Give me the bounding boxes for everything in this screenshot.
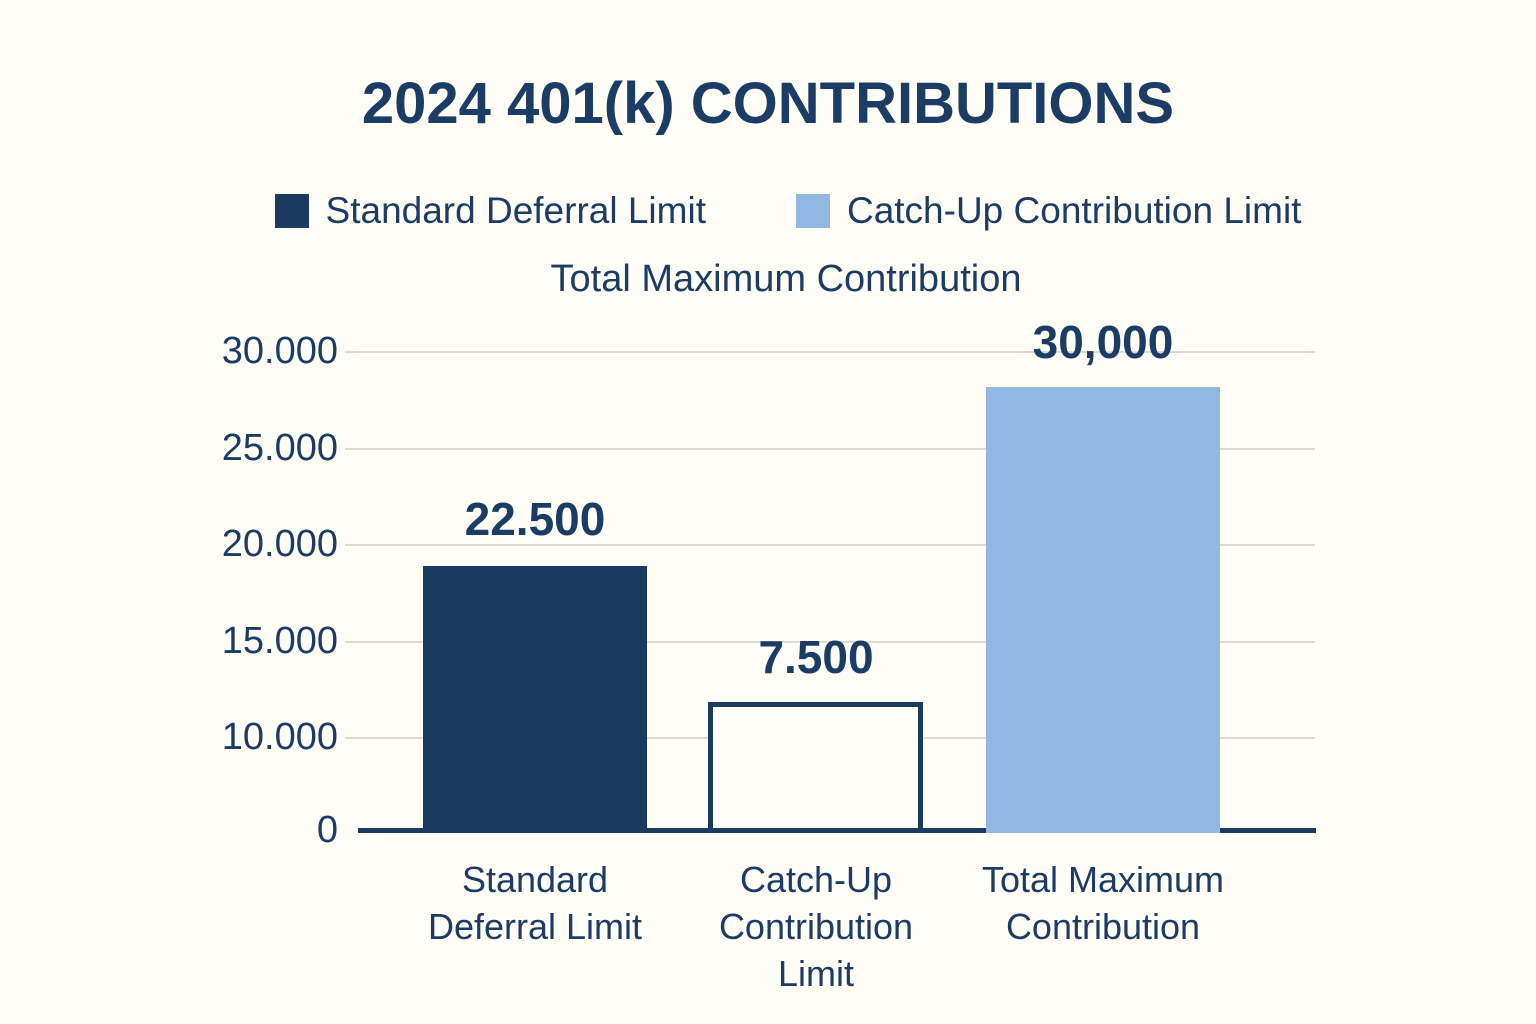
x-axis-label-line: Deferral Limit — [427, 906, 643, 947]
chart-legend: Standard Deferral Limit Catch-Up Contrib… — [20, 190, 1536, 232]
x-axis-label-line: Contribution — [718, 906, 914, 947]
chart-title: 2024 401(k) CONTRIBUTIONS — [361, 71, 1175, 136]
x-axis-label-line: Catch-Up — [739, 859, 893, 900]
legend-swatch-light-blue — [795, 194, 830, 228]
x-axis-label-line: Standard — [461, 859, 609, 900]
y-gridline — [345, 544, 1315, 546]
bar-standard-deferral-limit — [423, 566, 647, 833]
y-tick-label: 0 — [316, 809, 338, 851]
y-gridline — [345, 641, 1315, 643]
y-tick-label: 30.000 — [221, 330, 338, 372]
y-gridline — [345, 448, 1315, 450]
chart-subtitle: Total Maximum Contribution — [550, 258, 1022, 300]
y-tick-label: 20.000 — [221, 523, 338, 565]
y-tick-label: 10.000 — [221, 716, 338, 758]
x-axis-label-total-maximum-contribution: Total Maximum Contribution — [938, 856, 1268, 950]
y-tick-label: 15.000 — [221, 620, 338, 662]
legend-label: Standard Deferral Limit — [325, 190, 706, 231]
y-tick-label: 25.000 — [221, 427, 338, 469]
bar-total-maximum-contribution — [986, 387, 1220, 833]
x-axis-label-line: Contribution — [1005, 906, 1201, 947]
x-axis-label-catch-up-contribution-limit: Catch-Up Contribution Limit — [651, 856, 981, 997]
x-axis-label-line: Limit — [777, 953, 854, 994]
bar-catch-up-contribution-limit — [708, 702, 923, 833]
x-axis-label-standard-deferral-limit: Standard Deferral Limit — [370, 856, 700, 950]
value-label-catch-up-contribution-limit: 7.500 — [758, 631, 874, 683]
value-label-total-maximum-contribution: 30,000 — [1032, 316, 1174, 368]
legend-item-standard-deferral: Standard Deferral Limit — [274, 190, 706, 232]
legend-label: Catch-Up Contribution Limit — [846, 190, 1302, 231]
y-gridline — [345, 351, 1315, 353]
legend-item-catch-up: Catch-Up Contribution Limit — [795, 190, 1302, 232]
value-label-standard-deferral-limit: 22.500 — [464, 493, 606, 545]
x-axis-label-line: Total Maximum — [981, 859, 1225, 900]
legend-swatch-dark-navy — [274, 194, 309, 228]
